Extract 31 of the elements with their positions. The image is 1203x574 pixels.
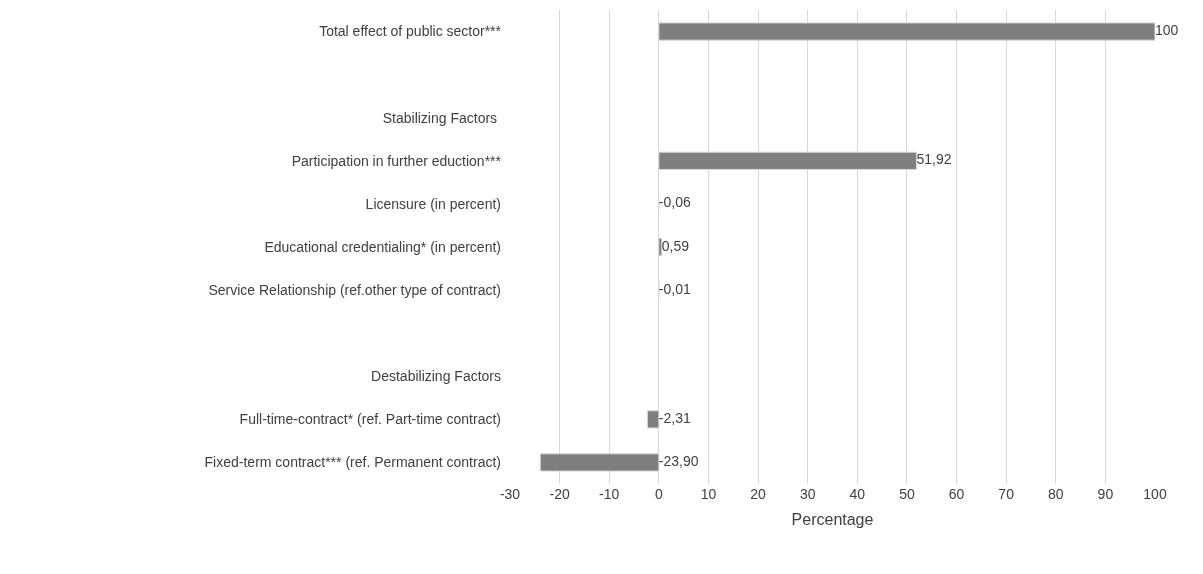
data-label: -0,01 [658,280,691,297]
y-tick-label: Full-time-contract* (ref. Part-time contract) [239,411,501,428]
data-label: -0,06 [658,194,691,211]
x-tick-label: -20 [549,486,570,502]
x-tick-label: 10 [700,486,717,502]
x-tick-label: 60 [948,486,965,502]
y-tick-label: Fixed-term contract*** (ref. Permanent contract) [204,454,501,471]
x-tick-label: 30 [799,486,816,502]
data-label: -23,90 [658,452,699,469]
x-tick-label: 50 [899,486,915,502]
y-tick-label: Service Relationship (ref.other type of contract) [208,281,501,298]
x-tick-label: 20 [750,486,767,502]
data-label: 51,92 [916,151,952,168]
x-tick-label: 0 [654,486,663,502]
y-tick-label: Educational credentialing* (in percent) [264,238,501,255]
data-label: 0,59 [661,237,690,254]
x-axis-title: Percentage [791,510,874,528]
y-tick-label: Total effect of public sector*** [319,23,502,40]
data-label: -2,31 [658,409,691,426]
x-tick-label: -10 [599,486,620,502]
x-tick-label: 80 [1047,486,1064,502]
x-tick-label: 40 [849,486,866,502]
x-tick-label: 100 [1143,486,1167,502]
y-tick-label: Participation in further eduction*** [291,152,502,169]
y-tick-label: Licensure (in percent) [365,195,501,212]
x-tick-label: 90 [1097,486,1114,502]
y-tick-label: Destabilizing Factors [371,368,501,385]
x-tick-label: -30 [499,486,521,502]
x-tick-label: 70 [998,486,1015,502]
y-tick-label: Stabilizing Factors [382,109,501,126]
data-label: 100 [1155,22,1179,39]
